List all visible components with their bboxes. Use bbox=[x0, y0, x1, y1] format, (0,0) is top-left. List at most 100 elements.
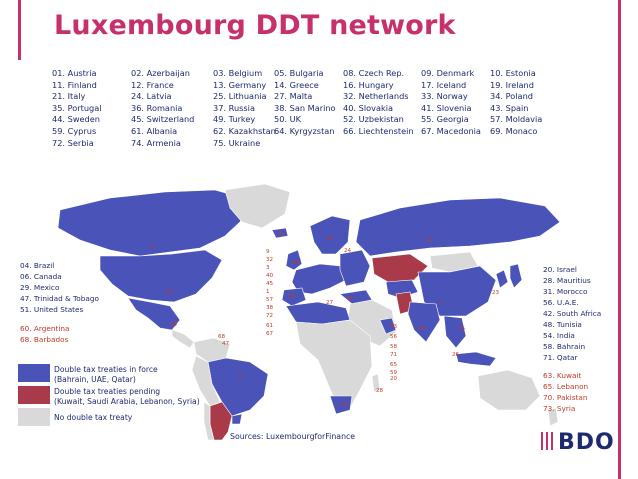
right-accent-bar bbox=[618, 0, 621, 479]
country-item: 50. UK bbox=[274, 114, 301, 125]
map-label: 38 bbox=[266, 305, 274, 311]
country-item: 51. United States bbox=[20, 305, 84, 314]
left-accent-bar bbox=[18, 0, 21, 60]
country-item: 73. Syria bbox=[543, 404, 576, 413]
country-item: 43. Spain bbox=[490, 102, 529, 113]
country-item: 41. Slovenia bbox=[421, 102, 472, 113]
world-map: 9 32 3 40 45 1 57 38 72 61 67 63 56 58 7… bbox=[57, 183, 561, 440]
country-item: 05. Bulgaria bbox=[274, 68, 324, 78]
country-item: 12. France bbox=[131, 79, 174, 90]
map-region-new-zealand bbox=[547, 407, 559, 427]
country-item: 24. Latvia bbox=[131, 91, 172, 102]
map-region-kazakhstan bbox=[371, 253, 429, 283]
country-column-3: 03. Belgium 13. Germany 25. Lithuania 37… bbox=[213, 68, 276, 149]
map-region-uruguay bbox=[231, 413, 243, 425]
country-item: 25. Lithuania bbox=[213, 91, 267, 102]
map-label: 56 bbox=[390, 334, 398, 340]
country-item: 47. Trinidad & Tobago bbox=[20, 294, 99, 303]
map-region-madagascar bbox=[371, 373, 381, 393]
map-label: 63 bbox=[390, 324, 398, 330]
map-region-iceland bbox=[271, 227, 289, 239]
country-item: 38. San Marino bbox=[274, 102, 336, 113]
map-region-eastern-europe bbox=[339, 249, 371, 287]
country-item: 70. Pakistan bbox=[543, 393, 588, 402]
country-item: 14. Greece bbox=[274, 79, 319, 90]
map-label: 60 bbox=[214, 424, 222, 430]
map-region-southeast-asia bbox=[443, 315, 467, 349]
map-region-north-africa bbox=[285, 301, 351, 325]
map-region-western-europe bbox=[291, 263, 347, 295]
country-item: 49. Turkey bbox=[213, 114, 256, 125]
country-column-6: 09. Denmark 17. Iceland 33. Norway 41. S… bbox=[421, 68, 481, 138]
country-item: 40. Slovakia bbox=[343, 102, 394, 113]
legend-label-pending: Double tax treaties pending (Kuwait, Sau… bbox=[54, 387, 200, 407]
map-label: 20 bbox=[390, 376, 398, 382]
map-label: 58 bbox=[390, 344, 398, 350]
country-column-7: 10. Estonia 19. Ireland 34. Poland 43. S… bbox=[490, 68, 542, 138]
country-item: 60. Argentina bbox=[20, 324, 70, 333]
country-item: 02. Azerbaijan bbox=[131, 68, 190, 78]
country-item: 75. Ukraine bbox=[213, 137, 261, 148]
country-item: 34. Poland bbox=[490, 91, 533, 102]
country-item: 72. Serbia bbox=[52, 137, 94, 148]
legend-line: No double tax treaty bbox=[54, 413, 133, 422]
country-item: 27. Malta bbox=[274, 91, 313, 102]
map-label: 47 bbox=[222, 341, 230, 347]
legend-swatch-pending bbox=[18, 386, 50, 404]
legend-line: Double tax treaties in force bbox=[54, 365, 158, 374]
map-region-chile bbox=[203, 401, 215, 440]
map-label: 42 bbox=[340, 402, 347, 408]
map-label: 57 bbox=[266, 297, 274, 303]
country-item: 68. Barbados bbox=[20, 335, 69, 344]
country-item: 59. Cyprus bbox=[52, 125, 97, 136]
map-label: 49 bbox=[346, 296, 354, 302]
map-label: 67 bbox=[266, 331, 274, 337]
country-item: 54. India bbox=[543, 331, 575, 340]
map-label: 17 bbox=[278, 232, 286, 238]
bdo-logo bbox=[541, 432, 553, 450]
country-item: 45. Switzerland bbox=[131, 114, 195, 125]
country-item: 13. Germany bbox=[213, 79, 267, 90]
country-item: 16. Hungary bbox=[343, 79, 394, 90]
country-item: 48. Tunisia bbox=[543, 320, 582, 329]
map-label: 35 bbox=[288, 294, 296, 300]
map-region-brazil bbox=[207, 357, 269, 417]
map-region-usa bbox=[99, 249, 223, 303]
country-item: 10. Estonia bbox=[490, 68, 536, 78]
country-item: 08. Czech Rep. bbox=[343, 68, 405, 78]
bdo-logo-text: BDO bbox=[558, 430, 615, 455]
country-item: 09. Denmark bbox=[421, 68, 475, 78]
map-label: 7 bbox=[440, 300, 444, 306]
map-label: 29 bbox=[170, 322, 178, 328]
country-item: 66. Liechtenstein bbox=[343, 125, 414, 136]
map-region-uk-ireland bbox=[285, 249, 303, 271]
map-region-scandinavia bbox=[309, 215, 351, 255]
map-region-indonesia bbox=[455, 351, 497, 367]
country-item: 71. Qatar bbox=[543, 353, 578, 362]
map-label: 24 bbox=[344, 248, 352, 254]
country-item: 11. Finland bbox=[52, 79, 97, 90]
map-label: 61 bbox=[266, 323, 274, 329]
map-labels-europe: 9 32 3 40 45 1 57 38 72 61 67 bbox=[266, 249, 274, 337]
map-region-greenland bbox=[224, 183, 291, 229]
map-label: 65 bbox=[390, 362, 398, 368]
legend-label-none: No double tax treaty bbox=[54, 413, 132, 423]
map-label: 54 bbox=[418, 326, 426, 332]
right-country-list: 20. Israel 28. Mauritius 31. Morocco 56.… bbox=[543, 264, 601, 414]
map-label: 51 bbox=[166, 290, 174, 296]
legend-label-in-force: Double tax treaties in force (Bahrain, U… bbox=[54, 365, 158, 385]
country-column-2: 02. Azerbaijan 12. France 24. Latvia 36.… bbox=[131, 68, 194, 149]
country-column-1: 01. Austria 11. Finland 21. Italy 35. Po… bbox=[52, 68, 102, 149]
legend-line: Double tax treaties pending bbox=[54, 387, 161, 396]
country-item: 29. Mexico bbox=[20, 283, 60, 292]
country-item: 19. Ireland bbox=[490, 79, 534, 90]
map-label: 50 bbox=[292, 260, 300, 266]
map-label: 1 bbox=[266, 289, 270, 295]
country-item: 28. Mauritius bbox=[543, 276, 591, 285]
country-item: 31. Morocco bbox=[543, 287, 588, 296]
map-label: 4 bbox=[238, 376, 242, 382]
map-label: 33 bbox=[326, 236, 334, 242]
country-item: 44. Sweden bbox=[52, 114, 100, 125]
map-region-korea-japan bbox=[495, 263, 523, 289]
map-region-australia bbox=[477, 369, 541, 411]
